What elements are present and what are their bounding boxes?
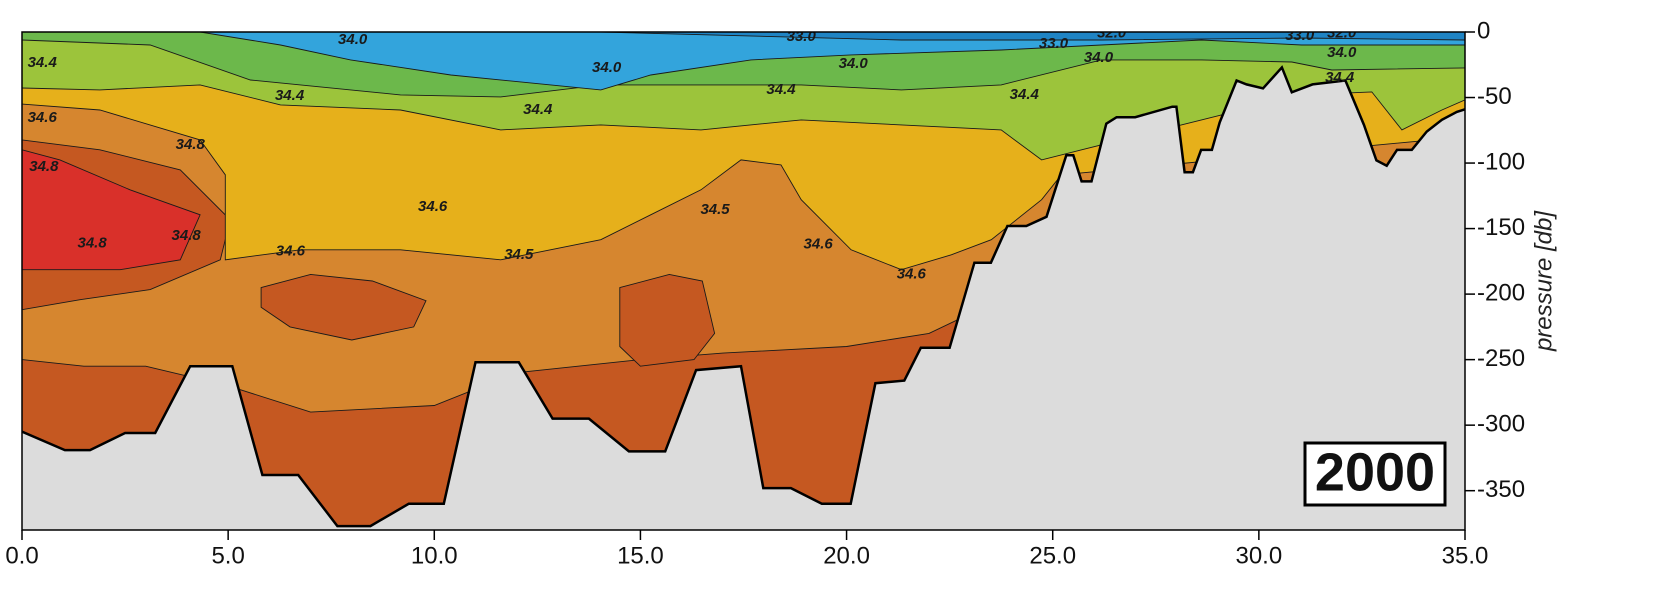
y-tick-label: 0	[1477, 17, 1490, 44]
contour-label: 34.6	[897, 266, 927, 283]
contour-label: 34.6	[804, 236, 834, 253]
contour-label: 34.6	[28, 109, 58, 126]
contour-label: 32.0	[1327, 24, 1357, 41]
x-tick-label: 0.0	[5, 542, 38, 569]
contour-label: 33.0	[787, 28, 817, 45]
salinity-patch	[22, 149, 201, 271]
contour-line	[22, 32, 1465, 41]
y-tick-label: -150	[1477, 214, 1525, 241]
contour-label: 32.0	[1097, 24, 1127, 41]
contour-label: 34.0	[839, 55, 869, 72]
y-tick-label: -100	[1477, 148, 1525, 175]
contour-label: 34.4	[766, 81, 796, 98]
contour-label: 34.5	[504, 246, 534, 263]
plot-frame	[21, 31, 1466, 531]
contour-label: 34.6	[418, 198, 448, 215]
contour-label: 34.8	[77, 235, 107, 252]
contour-label: 34.8	[176, 136, 206, 153]
contour-label: 33.0	[1285, 27, 1315, 44]
y-tick-label: -300	[1477, 411, 1525, 438]
contour-line	[22, 103, 1465, 271]
y-tick-label: -50	[1477, 83, 1512, 110]
y-axis-label: pressure [db]	[1530, 210, 1557, 352]
y-tick-label: -350	[1477, 476, 1525, 503]
y-tick-label: -250	[1477, 345, 1525, 372]
contour-line	[22, 32, 1465, 91]
x-tick-label: 25.0	[1029, 542, 1076, 569]
contour-line	[22, 39, 1465, 98]
contour-label: 34.4	[275, 87, 305, 104]
contour-label: 34.8	[29, 158, 59, 175]
contour-label: 33.0	[1039, 35, 1069, 52]
salinity-band	[22, 32, 1465, 40]
contour-label: 34.4	[1325, 69, 1355, 86]
seafloor-line	[22, 65, 1465, 528]
x-tick-label: 5.0	[211, 542, 244, 569]
overlay: 0 -50 -100 -150 -200 -250 -300 -350 0.0 5.0 10.0 15…	[5, 17, 1525, 569]
contour-label: 34.0	[592, 59, 622, 76]
contour-label: 34.8	[171, 227, 201, 244]
contour-label: 34.4	[523, 101, 553, 118]
contour-label: 34.0	[1084, 49, 1114, 66]
x-tick-label: 10.0	[411, 542, 458, 569]
contour-label: 34.4	[1010, 86, 1040, 103]
plot-area: 34.0 33.0 33.0 32.0 33.0 32.0 34.0 34.0 34.0 34.0…	[22, 24, 1465, 530]
x-tick-label: 30.0	[1235, 542, 1282, 569]
salinity-patch	[260, 273, 427, 341]
contour-label: 34.0	[338, 31, 368, 48]
contour-label: 34.5	[700, 201, 730, 218]
seafloor	[22, 67, 1465, 530]
contour-label: 34.0	[1327, 44, 1357, 61]
annotation: 2000	[1315, 442, 1435, 502]
y-tick-label: -200	[1477, 279, 1525, 306]
x-tick-label: 35.0	[1442, 542, 1489, 569]
x-tick-label: 15.0	[617, 542, 664, 569]
contour-label: 34.4	[28, 54, 58, 71]
annotation-box	[1303, 441, 1447, 507]
contour-label: 34.6	[276, 243, 306, 260]
contour-line	[22, 84, 1465, 161]
x-tick-label: 20.0	[823, 542, 870, 569]
salinity-patch	[619, 273, 716, 367]
